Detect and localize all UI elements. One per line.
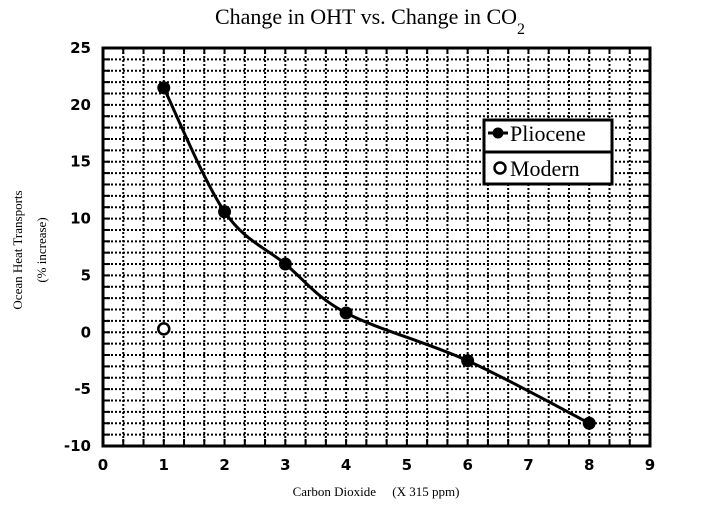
x-tick-label: 9 <box>645 456 655 474</box>
data-point-pliocene <box>218 205 232 219</box>
legend-pliocene-label: Pliocene <box>510 121 586 146</box>
x-tick-label: 8 <box>584 456 594 474</box>
legend-modern-marker <box>493 161 507 175</box>
y-tick-label: 0 <box>81 323 91 341</box>
y-tick-label: -10 <box>64 437 91 455</box>
x-axis-label: Carbon Dioxide (X 315 ppm) <box>293 484 460 499</box>
chart-title-subscript: 2 <box>517 21 525 38</box>
y-tick-label: 5 <box>81 266 91 284</box>
legend-modern-label: Modern <box>510 156 580 181</box>
data-point-modern <box>157 322 171 336</box>
x-tick-label: 0 <box>98 456 108 474</box>
x-tick-label: 1 <box>159 456 169 474</box>
y-tick-label: 20 <box>70 96 91 114</box>
grid <box>103 48 650 446</box>
chart-title-main: Change in OHT vs. Change in CO <box>215 4 517 29</box>
data-point-pliocene <box>582 416 596 430</box>
plot-frame <box>101 46 652 448</box>
y-axis-label-line2: (% increase) <box>34 217 49 282</box>
legend: Pliocene Modern <box>482 118 614 186</box>
data-point-pliocene <box>278 257 292 271</box>
data-point-pliocene <box>461 354 475 368</box>
x-tick-label: 3 <box>280 456 290 474</box>
x-tick-label: 2 <box>219 456 229 474</box>
y-tick-label: -5 <box>74 380 91 398</box>
series-line-pliocene <box>162 87 590 425</box>
y-tick-label: 25 <box>70 39 91 57</box>
x-tick-label: 7 <box>523 456 533 474</box>
series <box>157 81 596 430</box>
x-tick-label: 5 <box>402 456 412 474</box>
data-point-pliocene <box>157 81 171 95</box>
y-axis-label-line1: Ocean Heat Transports <box>10 190 25 309</box>
data-point-pliocene <box>339 306 353 320</box>
y-tick-label: 10 <box>70 210 91 228</box>
y-tick-label: 15 <box>70 153 91 171</box>
x-tick-label: 4 <box>341 456 351 474</box>
tick-labels: -10 -5 0 5 10 15 20 25 0 1 2 3 4 5 6 7 8 9 <box>64 39 655 474</box>
x-tick-label: 6 <box>462 456 472 474</box>
axes <box>101 46 652 448</box>
legend-pliocene-marker <box>492 127 504 139</box>
chart-title: Change in OHT vs. Change in CO2 <box>215 4 525 38</box>
